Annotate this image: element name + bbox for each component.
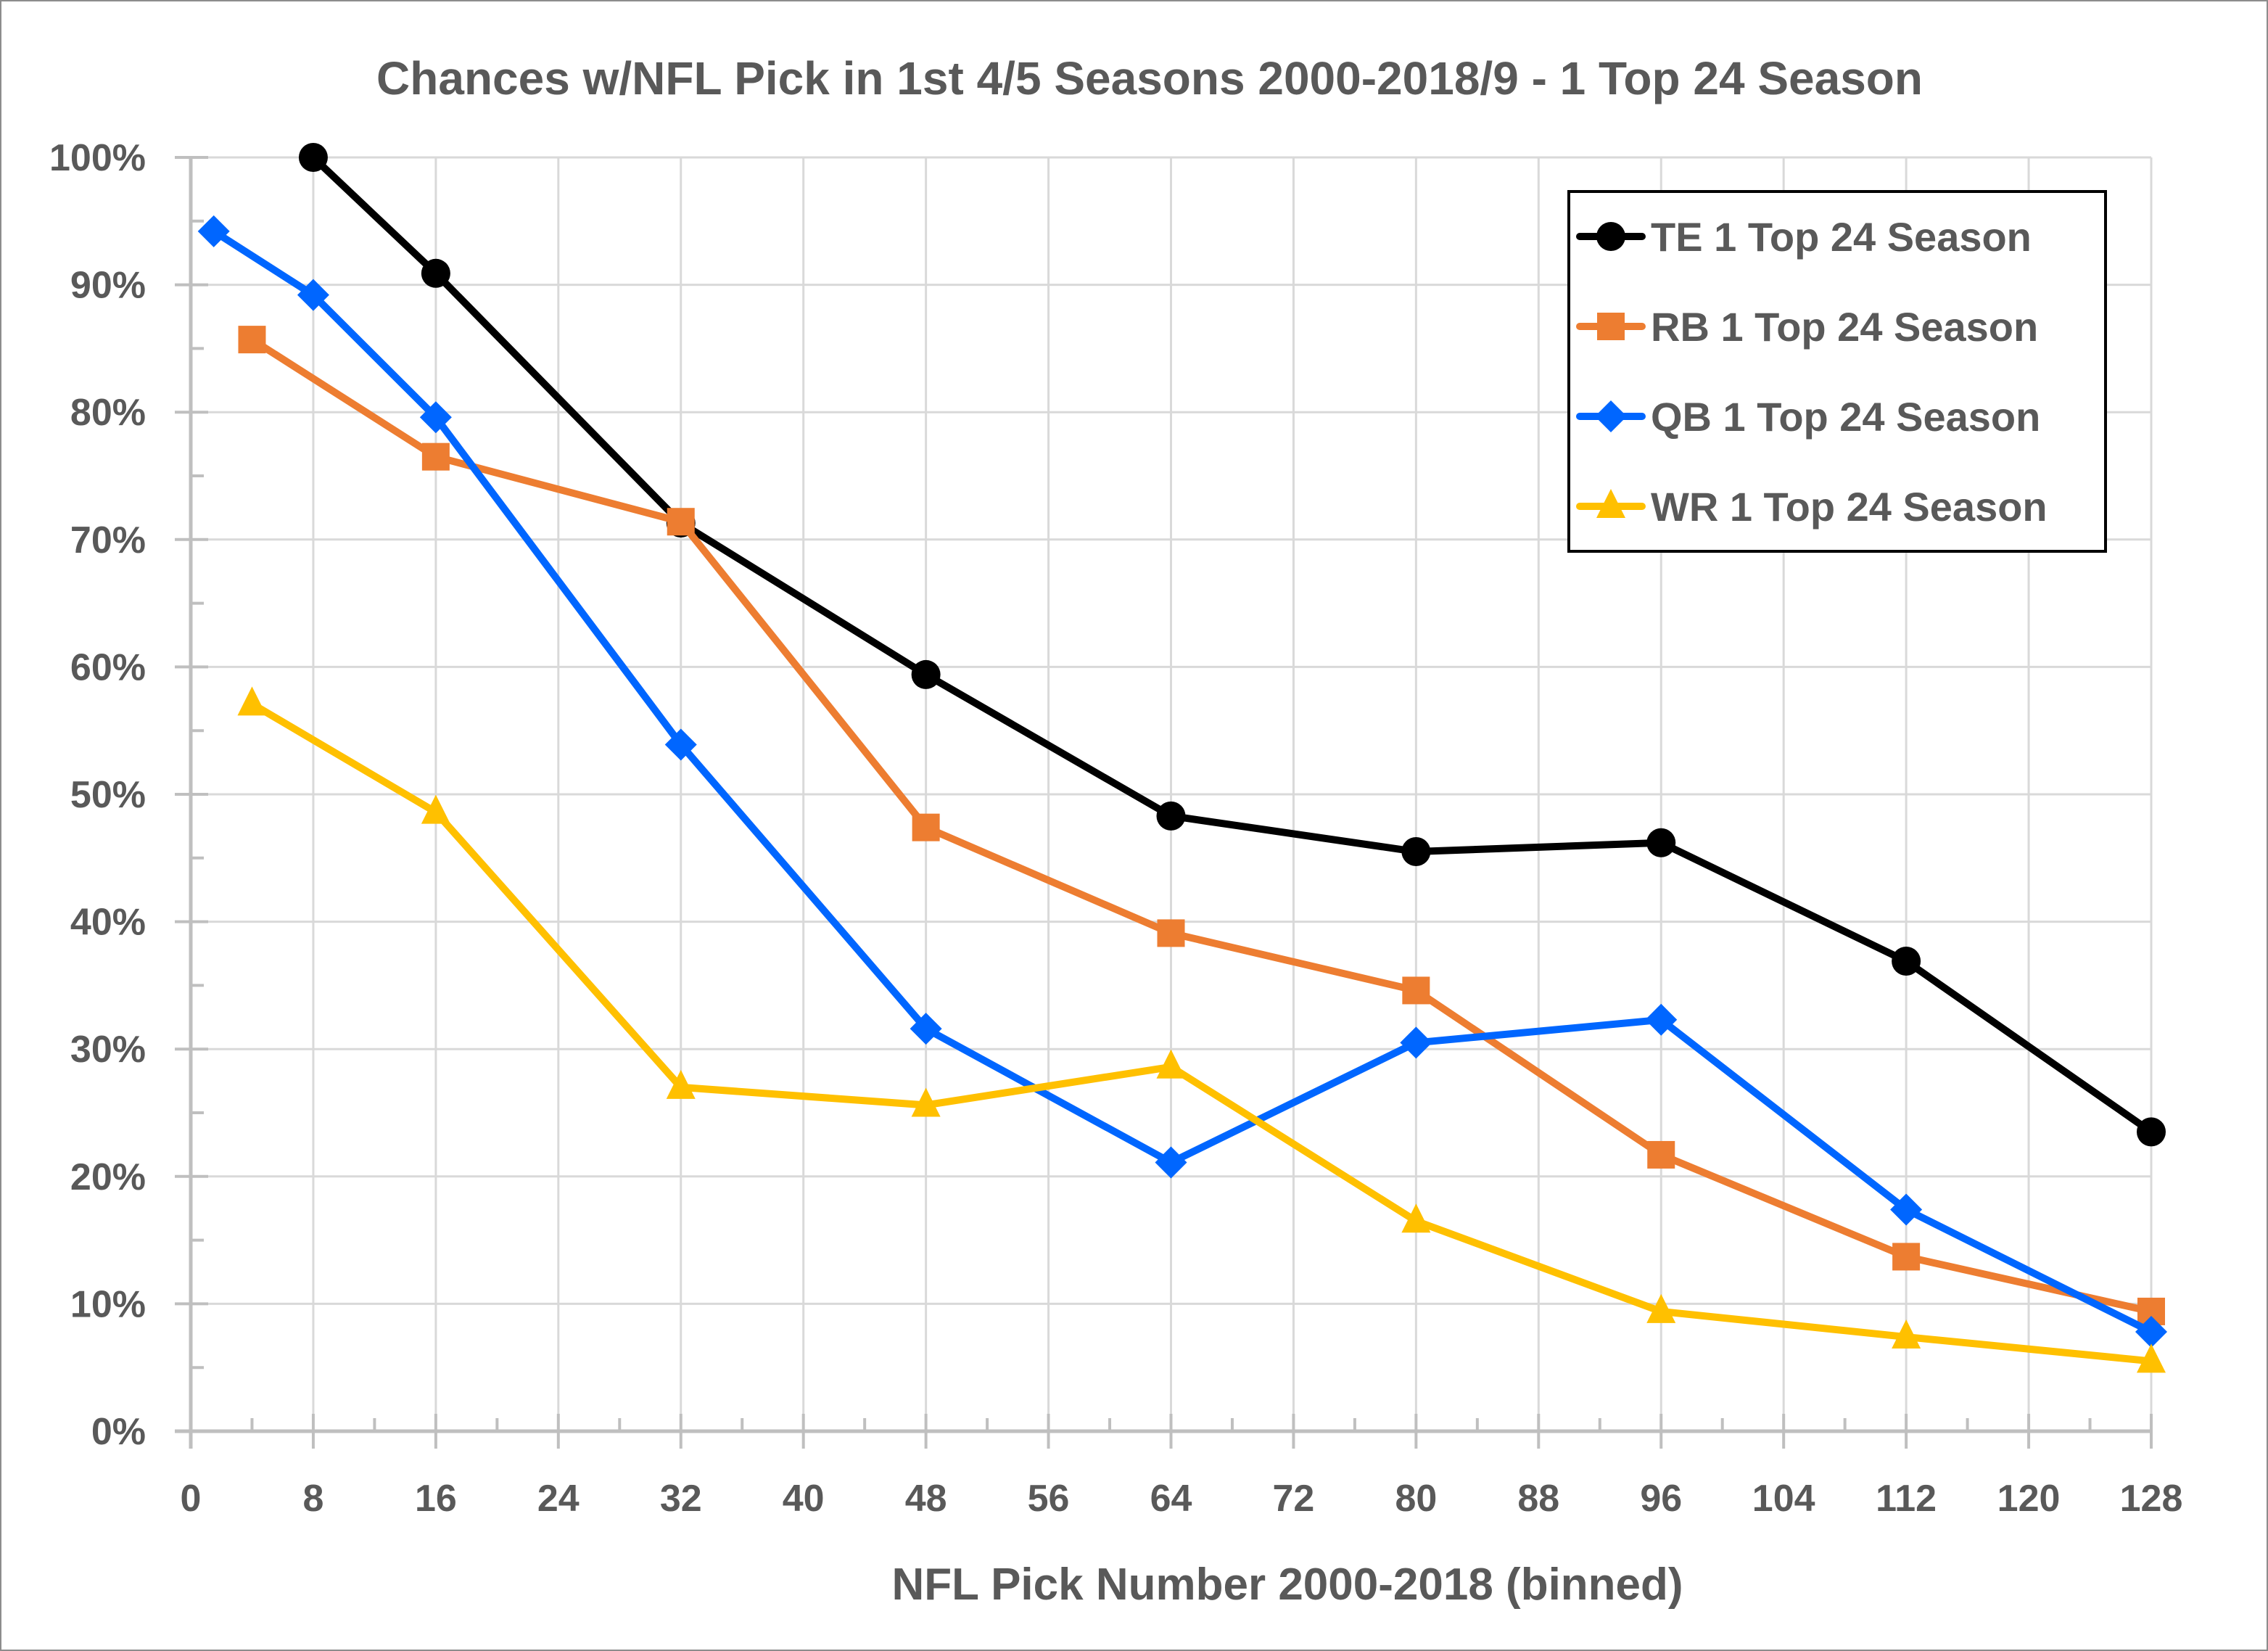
x-tick-label: 8: [302, 1478, 323, 1520]
data-point: [1157, 919, 1185, 947]
y-tick-label: 0%: [91, 1411, 146, 1453]
y-tick-label: 50%: [70, 774, 146, 816]
data-point: [238, 326, 266, 354]
data-point: [298, 143, 328, 172]
y-tick-label: 40%: [70, 902, 146, 944]
x-tick-label: 24: [537, 1478, 580, 1520]
x-tick-label: 104: [1752, 1478, 1815, 1520]
x-axis-title: NFL Pick Number 2000-2018 (binned): [891, 1560, 1683, 1610]
data-point: [1401, 837, 1431, 867]
data-point: [421, 442, 450, 471]
y-tick-label: 70%: [70, 519, 146, 561]
legend-marker-square-icon: [1597, 313, 1625, 340]
data-point: [1646, 828, 1676, 857]
x-tick-label: 64: [1150, 1478, 1192, 1520]
data-point: [2135, 1316, 2167, 1349]
data-point: [1155, 1146, 1187, 1179]
data-point: [237, 686, 267, 716]
data-point: [1646, 1293, 1676, 1323]
x-tick-label: 72: [1273, 1478, 1315, 1520]
data-point: [912, 813, 940, 841]
data-point: [1890, 1193, 1923, 1226]
chart-title: Chances w/NFL Pick in 1st 4/5 Seasons 20…: [376, 52, 1923, 104]
y-tick-label: 30%: [70, 1029, 146, 1071]
data-point: [419, 401, 452, 434]
data-point: [421, 258, 450, 288]
legend-marker-triangle-icon: [1596, 489, 1625, 518]
legend-box: [1567, 190, 2107, 553]
legend-marker-diamond-icon: [1595, 400, 1627, 432]
series: [197, 143, 2167, 1373]
x-tick-label: 40: [783, 1478, 825, 1520]
data-point: [1402, 976, 1430, 1005]
legend-marker-circle-icon: [1596, 222, 1625, 251]
legend-item: WR 1 Top 24 Season: [1576, 484, 2048, 530]
y-tick-label: 80%: [70, 392, 146, 434]
y-tick-label: 100%: [49, 137, 146, 179]
legend: TE 1 Top 24 Season RB 1 Top 24 Season QB 1…: [1567, 190, 2107, 553]
data-point: [910, 1013, 942, 1045]
y-tick-label: 20%: [70, 1156, 146, 1198]
x-tick-label: 80: [1395, 1478, 1437, 1520]
data-point: [297, 279, 329, 311]
x-tick-label: 16: [415, 1478, 457, 1520]
data-point: [421, 794, 450, 824]
data-point: [2137, 1343, 2166, 1373]
data-point: [2137, 1117, 2166, 1147]
x-tick-label: 0: [181, 1478, 202, 1520]
legend-item: TE 1 Top 24 Season: [1576, 214, 2032, 260]
data-point: [664, 728, 697, 761]
data-point: [197, 215, 230, 247]
series-qb: [197, 215, 2167, 1349]
y-tick-label: 60%: [70, 646, 146, 688]
legend-item: RB 1 Top 24 Season: [1576, 304, 2038, 350]
y-tick-label: 90%: [70, 265, 146, 307]
data-point: [1400, 1026, 1432, 1059]
legend-label: RB 1 Top 24 Season: [1651, 304, 2038, 350]
legend-label: WR 1 Top 24 Season: [1651, 484, 2048, 530]
x-tick-label: 128: [2120, 1478, 2183, 1520]
data-point: [666, 1069, 696, 1099]
x-tick-label: 48: [905, 1478, 947, 1520]
legend-label: QB 1 Top 24 Season: [1651, 394, 2040, 440]
x-tick-label: 112: [1876, 1478, 1937, 1520]
x-tick-label: 120: [1997, 1478, 2061, 1520]
legend-item: QB 1 Top 24 Season: [1576, 394, 2040, 440]
x-tick-label: 56: [1028, 1478, 1070, 1520]
data-point: [1401, 1203, 1431, 1233]
legend-label: TE 1 Top 24 Season: [1651, 214, 2032, 260]
x-tick-label: 96: [1640, 1478, 1682, 1520]
data-point: [667, 508, 695, 536]
data-point: [911, 1087, 941, 1117]
series-line: [250, 701, 2152, 1365]
x-tick-label: 32: [660, 1478, 702, 1520]
axes: 0% 10% 20% 30% 40% 50% 60% 70% 80% 90% 100% 0 8 16 24 3…: [49, 137, 2182, 1520]
data-point: [1892, 1319, 1921, 1349]
x-tick-label: 88: [1517, 1478, 1559, 1520]
data-point: [1156, 1049, 1186, 1079]
series-wr: [237, 686, 2166, 1373]
data-point: [911, 659, 941, 689]
data-point: [1645, 1003, 1678, 1036]
data-point: [1892, 947, 1921, 976]
data-point: [1647, 1140, 1675, 1169]
data-point: [1892, 1243, 1921, 1271]
series-line: [211, 228, 2153, 1335]
data-point: [1156, 801, 1186, 831]
y-tick-label: 10%: [70, 1283, 146, 1325]
